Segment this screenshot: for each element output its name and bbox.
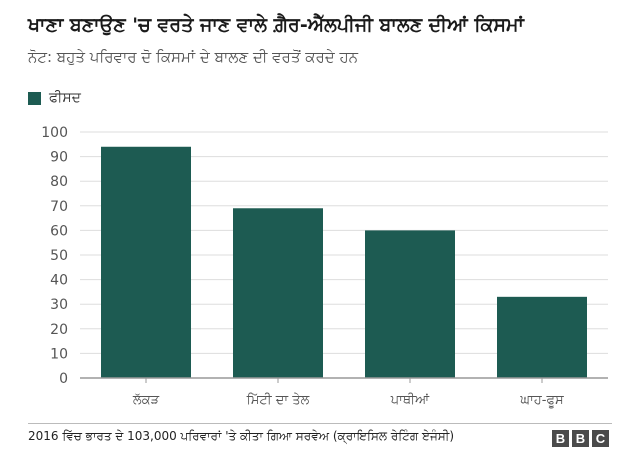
y-tick-label: 30	[50, 297, 68, 313]
legend-label: ਫੀਸਦ	[49, 90, 81, 106]
y-tick-label: 20	[50, 322, 68, 338]
y-tick-label: 10	[50, 346, 68, 362]
bbc-logo: B B C	[552, 430, 609, 447]
bar	[233, 208, 323, 378]
x-tick-label: ਪਾਥੀਆਂ	[390, 393, 430, 408]
source-note: 2016 ਵਿੱਚ ਭਾਰਤ ਦੇ 103,000 ਪਰਿਵਾਰਾਂ 'ਤੇ ਕ…	[28, 429, 455, 443]
bbc-logo-letter: C	[592, 430, 609, 447]
y-tick-label: 40	[50, 273, 68, 289]
bar	[365, 230, 455, 378]
bar	[497, 296, 587, 378]
bar	[101, 146, 191, 378]
y-tick-label: 50	[50, 248, 68, 264]
bbc-logo-letter: B	[572, 430, 589, 447]
x-tick-label: ਘਾਹ-ਫੂਸ	[519, 393, 564, 408]
y-tick-label: 100	[41, 125, 68, 141]
y-tick-label: 90	[50, 150, 68, 166]
legend-swatch	[28, 91, 41, 105]
y-tick-label: 80	[50, 174, 68, 190]
bbc-logo-letter: B	[552, 430, 569, 447]
legend: ਫੀਸਦ	[28, 90, 81, 106]
y-tick-label: 70	[50, 199, 68, 215]
chart-title: ਖਾਣਾ ਬਣਾਉਣ 'ਚ ਵਰਤੇ ਜਾਣ ਵਾਲੇ ਗ਼ੈਰ-ਐੱਲਪੀਜੀ…	[28, 14, 524, 36]
y-tick-label: 60	[50, 223, 68, 239]
footer-divider	[28, 423, 612, 424]
chart-subtitle: ਨੋਟ: ਬਹੁਤੇ ਪਰਿਵਾਰ ਦੋ ਕਿਸਮਾਂ ਦੇ ਬਾਲਣ ਦੀ ਵ…	[28, 48, 359, 66]
x-tick-label: ਲੱਕੜ	[132, 393, 160, 408]
x-tick-label: ਮਿੱਟੀ ਦਾ ਤੇਲ	[246, 393, 310, 408]
y-tick-label: 0	[59, 371, 68, 387]
